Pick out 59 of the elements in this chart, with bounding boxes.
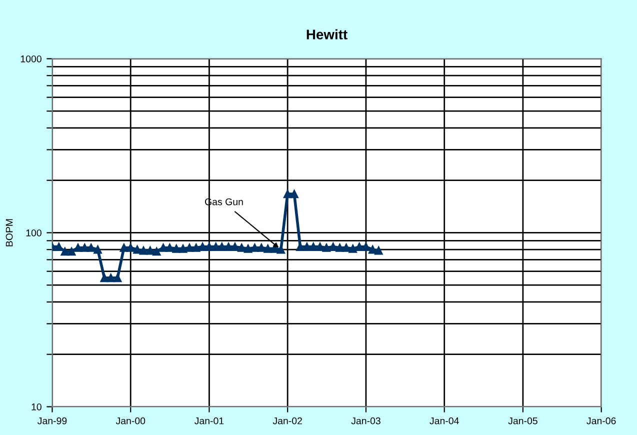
point	[198, 242, 207, 251]
x-tick-label: Jan-99	[38, 417, 67, 424]
point	[264, 244, 272, 253]
x-tick-label: Jan-01	[194, 417, 224, 424]
point	[368, 245, 377, 254]
x-tick-label: Jan-05	[508, 417, 538, 424]
point	[74, 244, 82, 252]
point	[139, 246, 148, 255]
point	[316, 242, 324, 251]
point	[113, 274, 122, 282]
point	[244, 244, 252, 253]
y-tick-label: 1000	[20, 55, 42, 62]
point	[80, 244, 89, 252]
chart-title: Hewitt	[306, 29, 348, 40]
point	[362, 242, 370, 251]
point	[328, 242, 338, 251]
x-tick-label: Jan-04	[430, 417, 459, 424]
point	[120, 244, 128, 252]
y-tick-label: 10	[32, 403, 42, 410]
point	[126, 244, 135, 252]
point	[178, 244, 188, 253]
point	[86, 244, 96, 252]
point	[152, 247, 161, 256]
point	[355, 242, 364, 251]
point	[146, 246, 154, 255]
point	[159, 244, 168, 252]
point	[270, 244, 279, 253]
x-tick-label: Jan-06	[586, 417, 616, 424]
x-tick-label: Jan-00	[116, 417, 146, 424]
point	[309, 242, 318, 251]
point	[322, 244, 331, 252]
point	[348, 244, 358, 253]
point	[237, 244, 246, 252]
point	[166, 244, 174, 252]
point	[94, 245, 102, 254]
x-tick-label: Jan-03	[351, 417, 380, 424]
point	[60, 247, 70, 256]
point	[342, 244, 350, 252]
point	[257, 244, 266, 252]
point	[224, 242, 233, 251]
point	[185, 244, 194, 252]
point	[106, 274, 116, 282]
point	[192, 244, 200, 252]
point	[374, 246, 383, 255]
point	[205, 242, 214, 251]
point	[230, 242, 240, 251]
point	[100, 274, 109, 282]
point	[172, 244, 181, 253]
point	[302, 242, 312, 251]
point	[296, 242, 304, 251]
point	[133, 245, 142, 254]
point	[290, 190, 298, 198]
point	[250, 244, 259, 252]
y-tick-label: 100	[26, 229, 42, 236]
point	[67, 247, 76, 256]
x-tick-label: Jan-02	[272, 417, 302, 424]
y-axis-title: BOPM	[6, 219, 13, 246]
point	[336, 244, 344, 252]
point	[283, 190, 292, 198]
